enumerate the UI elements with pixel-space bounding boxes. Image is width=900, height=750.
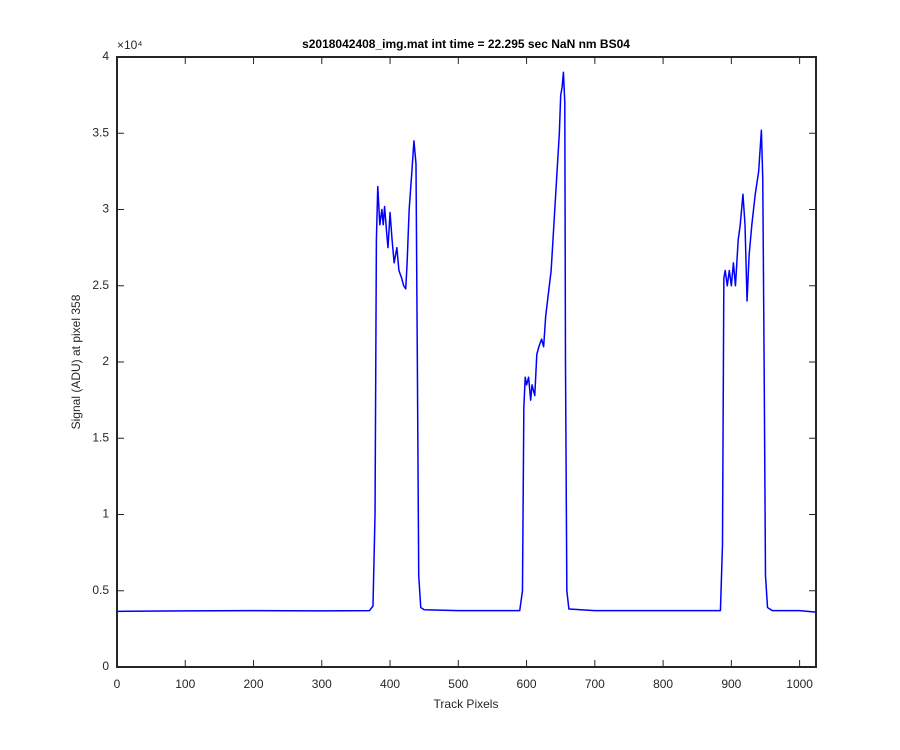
chart-title: s2018042408_img.mat int time = 22.295 se… <box>302 37 630 51</box>
y-tick-label: 2.5 <box>92 278 109 292</box>
y-tick-label: 3 <box>102 202 109 216</box>
x-tick-label: 800 <box>653 677 673 691</box>
x-tick-label: 500 <box>448 677 468 691</box>
x-tick-label: 1000 <box>786 677 813 691</box>
y-tick-label: 0.5 <box>92 583 109 597</box>
y-axis-label: Signal (ADU) at pixel 358 <box>69 294 83 429</box>
y-tick-label: 4 <box>102 49 109 63</box>
x-tick-label: 600 <box>517 677 537 691</box>
x-tick-label: 100 <box>175 677 195 691</box>
x-tick-label: 300 <box>312 677 332 691</box>
x-tick-label: 900 <box>721 677 741 691</box>
x-axis-label: Track Pixels <box>434 697 499 711</box>
data-line <box>116 71 817 613</box>
y-tick-label: 3.5 <box>92 125 109 139</box>
x-tick-label: 700 <box>585 677 605 691</box>
x-tick-label: 400 <box>380 677 400 691</box>
y-tick-label: 2 <box>102 354 109 368</box>
x-tick-label: 200 <box>244 677 264 691</box>
y-tick-label: 1 <box>102 507 109 521</box>
y-tick-label: 0 <box>102 659 109 673</box>
plot-frame <box>116 56 817 668</box>
y-multiplier: ×10⁴ <box>117 38 143 52</box>
x-tick-label: 0 <box>114 677 121 691</box>
y-tick-label: 1.5 <box>92 430 109 444</box>
